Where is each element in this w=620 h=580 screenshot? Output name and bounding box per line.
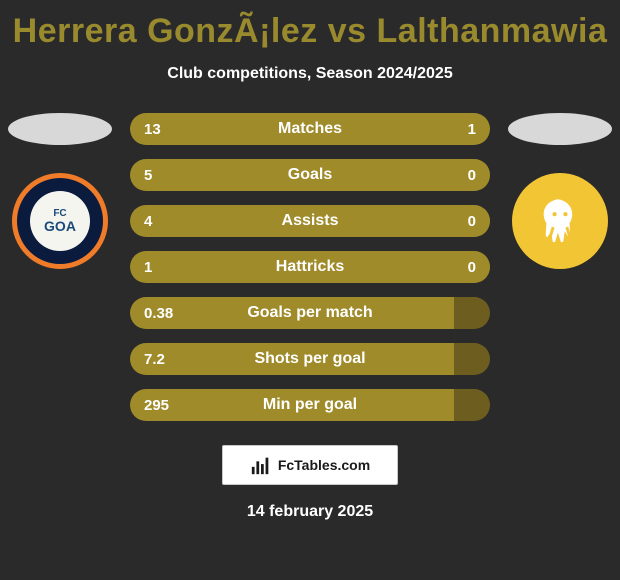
stat-label: Shots per goal (254, 350, 365, 368)
stat-value-left: 295 (144, 397, 169, 414)
left-ellipse-graphic (8, 113, 112, 145)
stat-value-left: 0.38 (144, 305, 173, 322)
bars-icon (250, 454, 272, 476)
brand-plate[interactable]: FcTables.com (222, 445, 398, 485)
stat-value-left: 4 (144, 213, 152, 230)
stat-row: 5 Goals 0 (130, 159, 490, 191)
player2-name: Lalthanmawia (377, 12, 608, 50)
stat-value-left: 7.2 (144, 351, 165, 368)
right-ellipse-graphic (508, 113, 612, 145)
right-club-badge (512, 173, 608, 269)
stats-container: 13 Matches 1 5 Goals 0 4 Assists 0 1 Hattricks 0 0.3… (130, 113, 490, 421)
stat-value-right: 0 (468, 259, 476, 276)
stat-label: Assists (282, 212, 339, 230)
stat-row: 4 Assists 0 (130, 205, 490, 237)
vs-text: vs (328, 12, 367, 50)
stat-row: 295 Min per goal (130, 389, 490, 421)
player1-name: Herrera GonzÃ¡lez (13, 12, 318, 50)
comparison-layout: FC GOA 13 Matches 1 5 Goals 0 4 Assists 0 1 Hattri… (0, 113, 620, 421)
stat-label: Hattricks (276, 258, 344, 276)
stat-value-right: 0 (468, 167, 476, 184)
goa-text: GOA (44, 219, 76, 233)
stat-row: 1 Hattricks 0 (130, 251, 490, 283)
stat-value-right: 1 (468, 121, 476, 138)
stat-row: 0.38 Goals per match (130, 297, 490, 329)
stat-label: Min per goal (263, 396, 357, 414)
stat-row: 7.2 Shots per goal (130, 343, 490, 375)
stat-value-left: 13 (144, 121, 161, 138)
left-club-column: FC GOA (8, 113, 112, 269)
subtitle: Club competitions, Season 2024/2025 (0, 65, 620, 83)
elephant-icon (526, 187, 594, 255)
right-club-column (508, 113, 612, 269)
comparison-title: Herrera GonzÃ¡lez vs Lalthanmawia (0, 0, 620, 51)
date-text: 14 february 2025 (0, 503, 620, 521)
stat-value-left: 5 (144, 167, 152, 184)
left-club-badge: FC GOA (12, 173, 108, 269)
stat-value-left: 1 (144, 259, 152, 276)
stat-label: Matches (278, 120, 342, 138)
stat-label: Goals per match (247, 304, 372, 322)
brand-text: FcTables.com (278, 457, 370, 473)
stat-label: Goals (288, 166, 332, 184)
stat-row: 13 Matches 1 (130, 113, 490, 145)
stat-value-right: 0 (468, 213, 476, 230)
